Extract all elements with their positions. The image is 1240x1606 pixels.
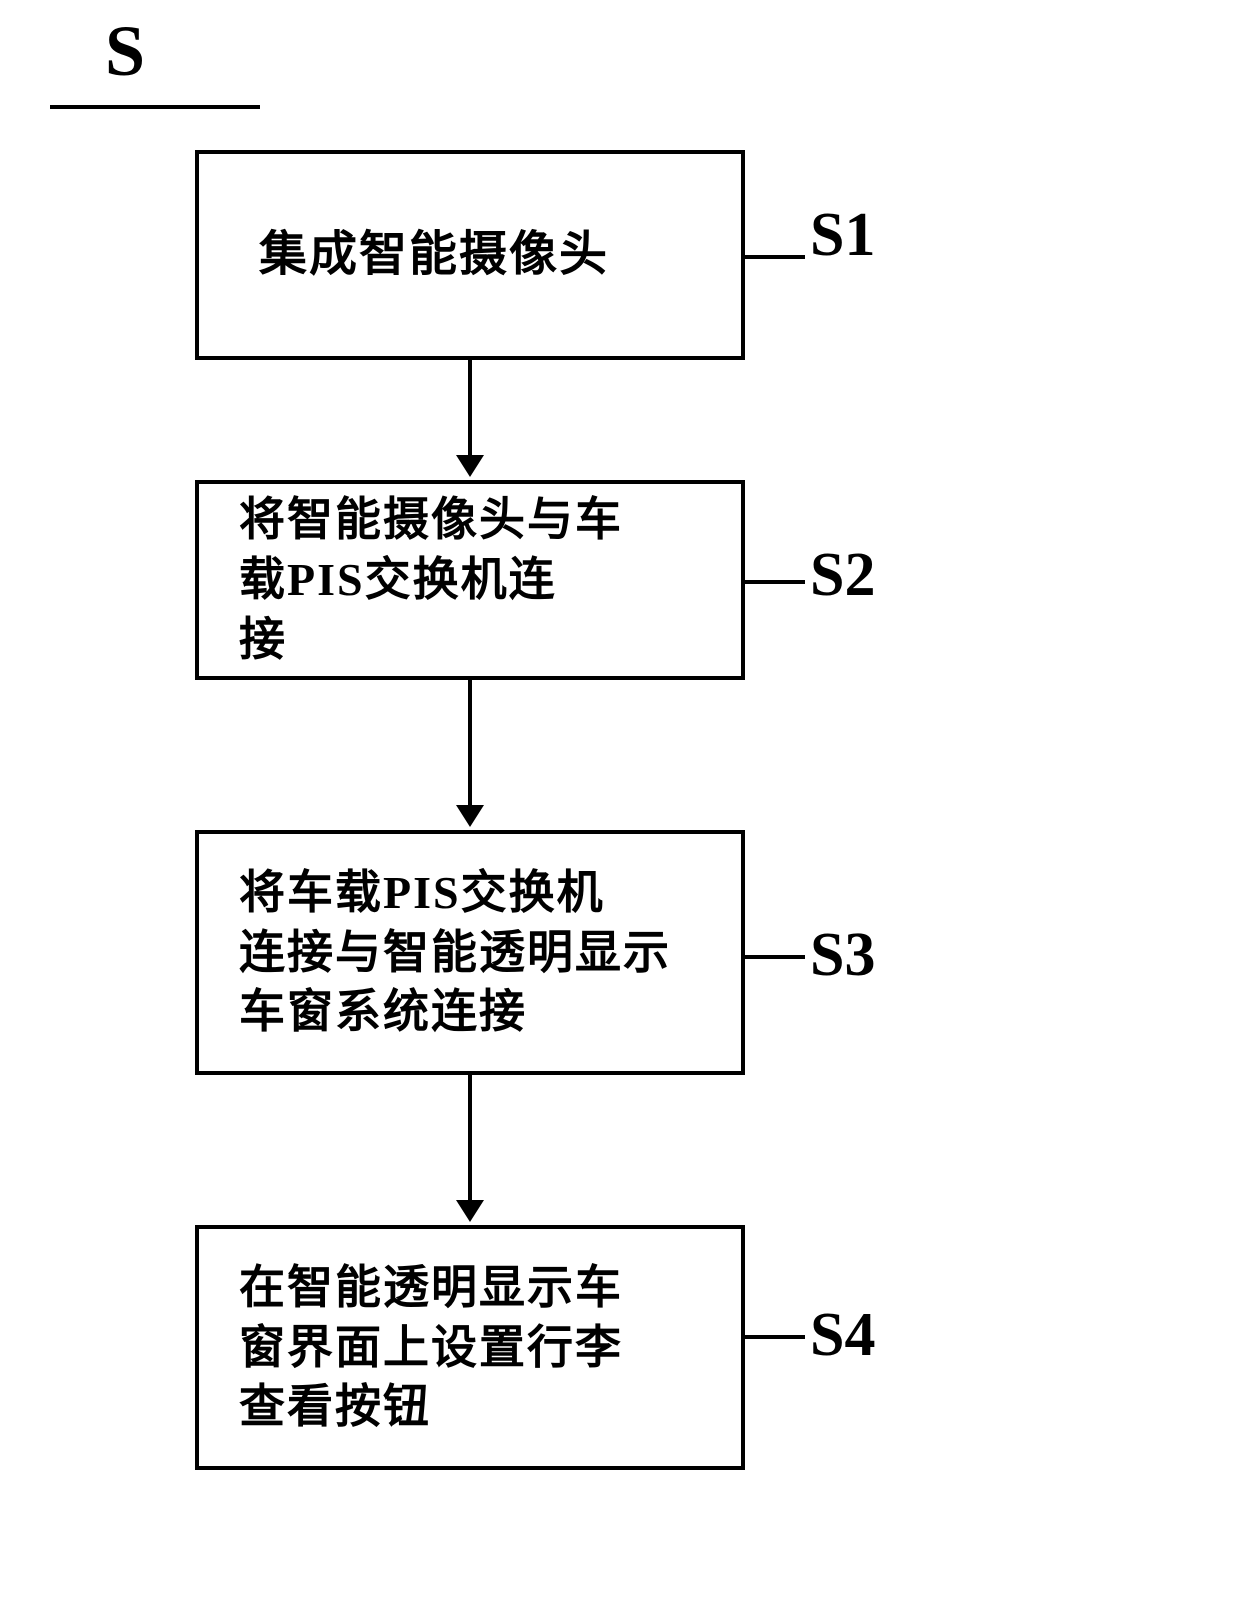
arrow-head-1 [456,455,484,477]
arrow-head-3 [456,1200,484,1222]
step-label-s1: S1 [810,200,875,271]
step-text-s2: 将智能摄像头与车 载PIS交换机连 接 [239,490,623,669]
connector-s1 [745,255,805,259]
arrow-head-2 [456,805,484,827]
step-box-s2: 将智能摄像头与车 载PIS交换机连 接 [195,480,745,680]
step-box-s4: 在智能透明显示车 窗界面上设置行李 查看按钮 [195,1225,745,1470]
connector-s2 [745,580,805,584]
step-box-s1: 集成智能摄像头 [195,150,745,360]
arrow-line-2 [468,680,472,805]
step-label-s2: S2 [810,540,875,611]
step-label-s4: S4 [810,1300,875,1371]
step-label-s3: S3 [810,920,875,991]
arrow-line-3 [468,1075,472,1200]
step-text-s1: 集成智能摄像头 [259,224,609,286]
connector-s3 [745,955,805,959]
title-underline [50,105,260,109]
step-box-s3: 将车载PIS交换机 连接与智能透明显示 车窗系统连接 [195,830,745,1075]
connector-s4 [745,1335,805,1339]
step-text-s3: 将车载PIS交换机 连接与智能透明显示 车窗系统连接 [239,863,671,1042]
title-letter: S [105,10,145,93]
arrow-line-1 [468,360,472,455]
step-text-s4: 在智能透明显示车 窗界面上设置行李 查看按钮 [239,1258,623,1437]
